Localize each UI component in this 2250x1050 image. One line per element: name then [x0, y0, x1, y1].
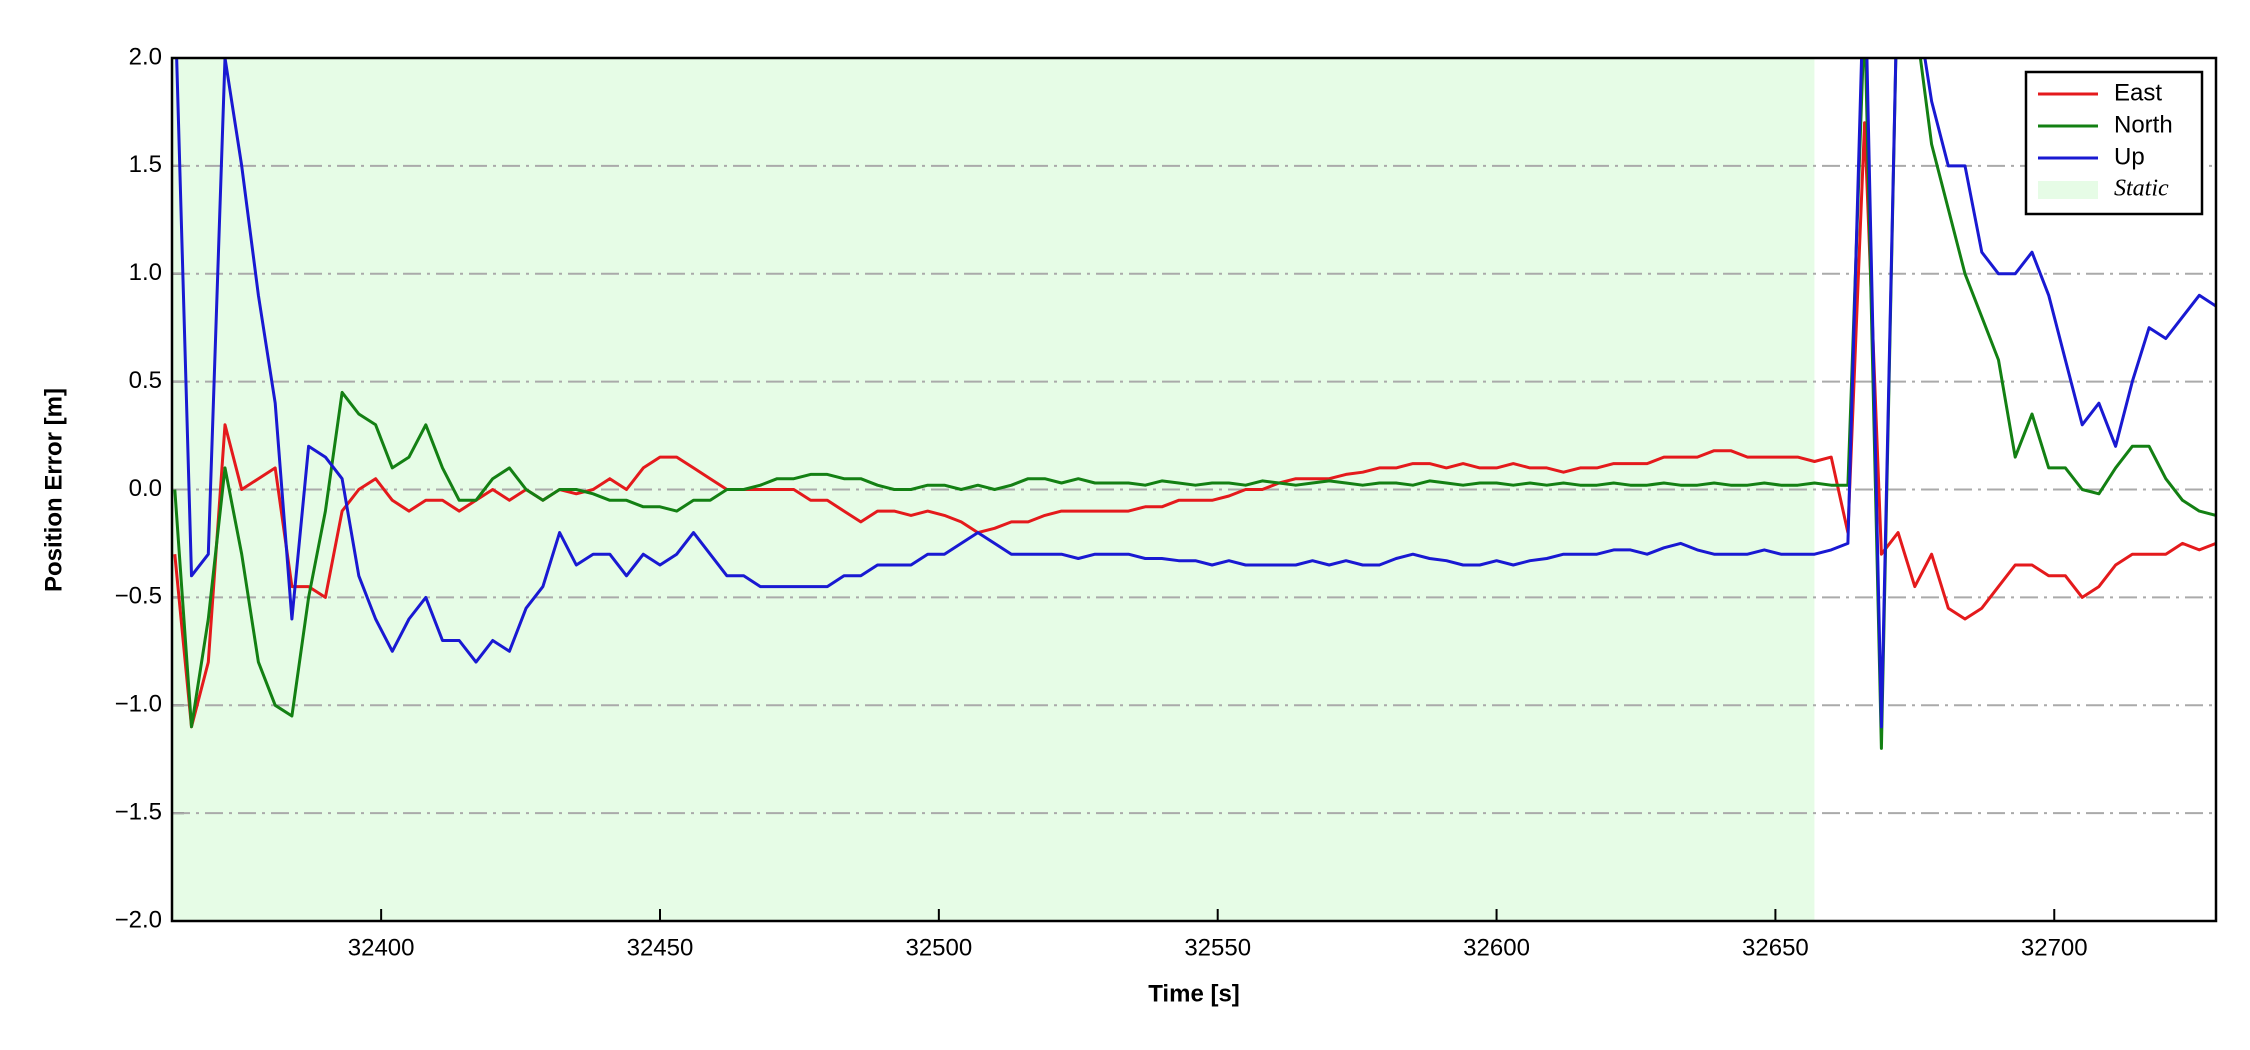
legend-label: East — [2114, 79, 2162, 106]
x-tick-label: 32500 — [905, 934, 972, 961]
y-tick-label: 1.5 — [129, 151, 162, 178]
legend-label: Up — [2114, 143, 2145, 170]
y-tick-label: −2.0 — [115, 906, 162, 933]
legend-swatch — [2038, 181, 2098, 199]
y-axis-label: Position Error [m] — [40, 388, 67, 592]
y-tick-label: −1.5 — [115, 798, 162, 825]
legend-label: Static — [2114, 176, 2169, 202]
y-tick-label: 0.0 — [129, 475, 162, 502]
x-tick-label: 32450 — [627, 934, 694, 961]
x-tick-label: 32400 — [348, 934, 415, 961]
x-tick-label: 32650 — [1742, 934, 1809, 961]
series-line — [175, 58, 2216, 729]
y-tick-label: 0.5 — [129, 367, 162, 394]
x-tick-label: 32550 — [1184, 934, 1251, 961]
y-tick-label: 1.0 — [129, 259, 162, 286]
x-tick-label: 32700 — [2021, 934, 2088, 961]
y-tick-label: −0.5 — [115, 583, 162, 610]
y-tick-label: −1.0 — [115, 691, 162, 718]
y-tick-label: 2.0 — [129, 43, 162, 70]
plot-area — [173, 58, 2216, 750]
x-axis-label: Time [s] — [1148, 980, 1240, 1007]
legend-label: North — [2114, 111, 2173, 138]
plot-frame — [170, 56, 2218, 923]
x-tick-label: 32600 — [1463, 934, 1530, 961]
